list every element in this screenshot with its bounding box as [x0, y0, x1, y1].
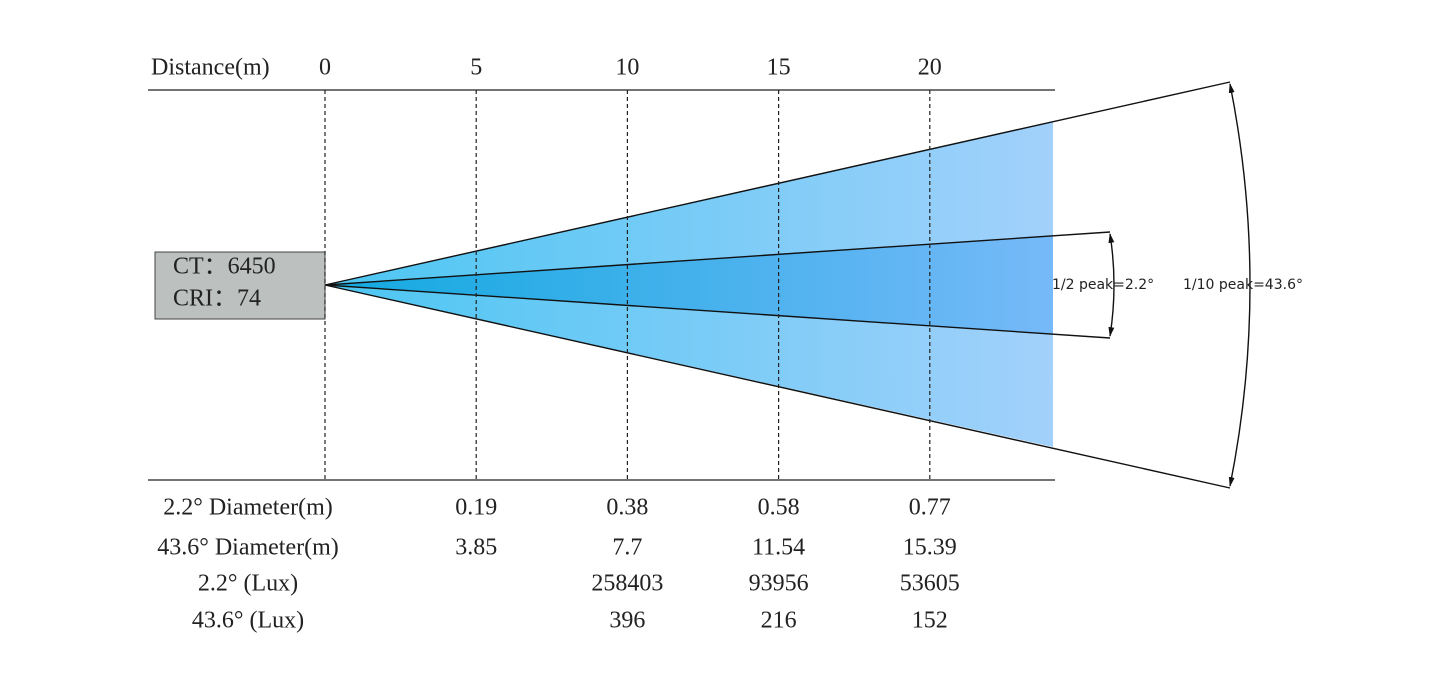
- table-cell: 0.19: [455, 495, 497, 521]
- row-label: 2.2° (Lux): [198, 571, 298, 597]
- axis-label: Distance(m): [151, 55, 270, 81]
- beam-label: 1/10 peak=43.6°: [1183, 277, 1303, 293]
- table-cell: 396: [609, 608, 645, 634]
- source-line: CT：6450: [173, 254, 276, 280]
- source-line: CRI：74: [173, 286, 261, 312]
- distance-tick: 5: [470, 55, 482, 81]
- table-cell: 216: [761, 608, 797, 634]
- distance-tick: 10: [615, 55, 639, 81]
- table-cell: 11.54: [752, 535, 805, 561]
- table-cell: 0.38: [606, 495, 648, 521]
- table-cell: 258403: [591, 571, 663, 597]
- distance-tick: 15: [767, 55, 791, 81]
- table-cell: 7.7: [612, 535, 642, 561]
- row-label: 43.6° Diameter(m): [157, 535, 339, 561]
- table-cell: 15.39: [903, 535, 957, 561]
- beam: [324, 81, 1251, 489]
- distance-tick: 0: [319, 55, 331, 81]
- table-cell: 0.77: [909, 495, 951, 521]
- table-cell: 152: [912, 608, 948, 634]
- table-cell: 0.58: [758, 495, 800, 521]
- source-box: [154, 251, 326, 320]
- table-cell: 53605: [900, 571, 960, 597]
- table-cell: 93956: [749, 571, 809, 597]
- row-label: 43.6° (Lux): [192, 608, 304, 634]
- row-label: 2.2° Diameter(m): [163, 495, 333, 521]
- beam-label: 1/2 peak=2.2°: [1052, 277, 1154, 293]
- distance-tick: 20: [918, 55, 942, 81]
- table-cell: 3.85: [455, 535, 497, 561]
